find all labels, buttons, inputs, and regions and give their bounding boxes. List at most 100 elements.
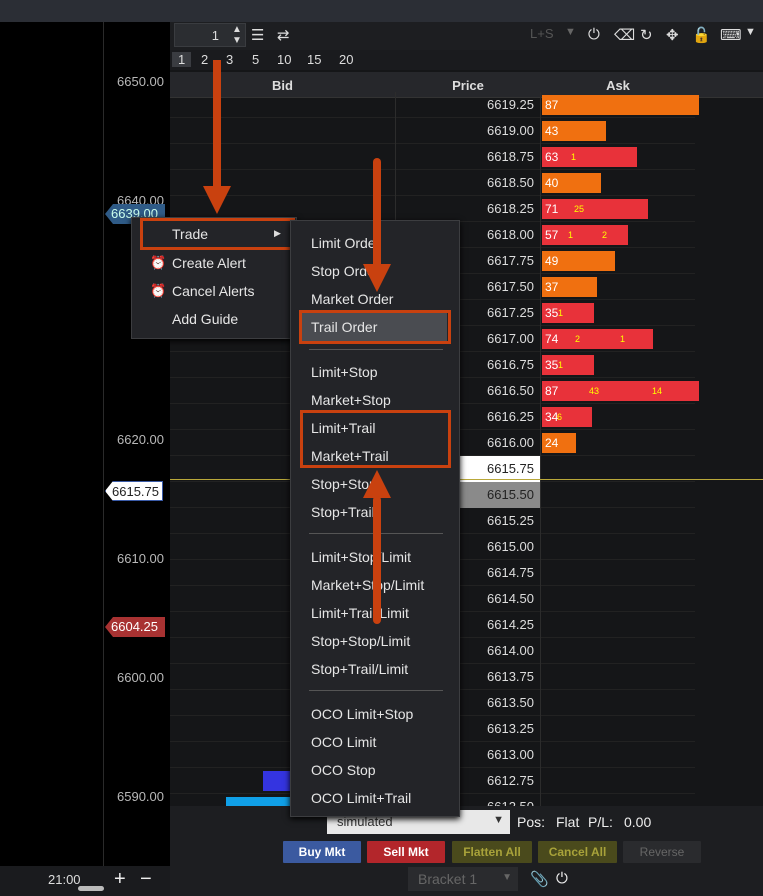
menu-item-stop-stop-limit[interactable]: Stop+Stop/Limit	[311, 633, 411, 649]
account-mode-label[interactable]: L+S	[530, 26, 554, 41]
menu-item-trade[interactable]: Trade	[172, 226, 209, 242]
ladder-row[interactable]: 6619.00 43	[170, 118, 695, 144]
menu-item-stop-trail[interactable]: Stop+Trail	[311, 504, 375, 520]
ladder-header: Bid Price Ask	[170, 72, 763, 98]
power-icon[interactable]: ⏻	[588, 26, 600, 43]
menu-item-stop-stop[interactable]: Stop+Stop	[311, 476, 377, 492]
quantity-input[interactable]: 1	[174, 23, 246, 47]
menu-item-market-stop[interactable]: Market+Stop	[311, 392, 391, 408]
price-cell[interactable]: 6618.75	[395, 144, 541, 170]
menu-item-market-stop-limit[interactable]: Market+Stop/Limit	[311, 577, 425, 593]
ask-sub-size: 1	[571, 152, 577, 162]
depth-tab[interactable]: 2	[201, 52, 209, 67]
highlight-trail-combos	[300, 410, 451, 468]
ladder-row[interactable]: 6618.50 40	[170, 170, 695, 196]
depth-tab[interactable]: 10	[277, 52, 292, 67]
depth-tab[interactable]: 15	[307, 52, 322, 67]
menu-item-add-guide[interactable]: Add Guide	[172, 311, 239, 327]
annotation-arrow	[213, 60, 221, 190]
scroll-handle[interactable]	[78, 886, 104, 891]
center-icon[interactable]: ✥	[666, 27, 679, 44]
ask-size-label: 35	[545, 306, 559, 320]
lock-icon[interactable]: 🔓	[692, 27, 711, 44]
menu-item-limit-trail[interactable]: Limit+Trail	[311, 420, 376, 436]
menu-item-limit-order[interactable]: Limit Order	[311, 235, 381, 251]
menu-item-limit-trail-limit[interactable]: Limit+Trail/Limit	[311, 605, 409, 621]
menu-item-stop-trail-limit[interactable]: Stop+Trail/Limit	[311, 661, 409, 677]
ask-size-bar[interactable]: 49	[542, 251, 615, 271]
current-price-tag: 6615.75	[105, 481, 163, 501]
axis-label: 6590.00	[117, 789, 164, 804]
ask-header: Ask	[606, 78, 630, 93]
sell-market-button[interactable]: Sell Mkt	[367, 841, 445, 863]
ladder-row[interactable]: 6618.75 63 1	[170, 144, 695, 170]
price-cell[interactable]: 6618.50	[395, 170, 541, 196]
ask-size-bar[interactable]: 40	[542, 173, 601, 193]
power-icon[interactable]: ⏻	[556, 870, 568, 887]
ladder-row[interactable]: 6619.25 87	[170, 92, 699, 118]
ask-size-label: 34	[545, 410, 559, 424]
ask-size-bar[interactable]: 37	[542, 277, 597, 297]
zoom-in-icon[interactable]: +	[114, 868, 126, 890]
cancel-all-button[interactable]: Cancel All	[538, 841, 617, 863]
menu-item-trail-order[interactable]: Trail Order	[311, 319, 378, 335]
menu-item-oco-limit[interactable]: OCO Limit	[311, 734, 377, 750]
price-cell[interactable]: 6619.25	[395, 92, 541, 118]
reverse-button[interactable]: Reverse	[623, 841, 701, 863]
ask-sub-size: 1	[568, 230, 574, 240]
menu-item-create-alert[interactable]: Create Alert	[172, 255, 246, 271]
chevron-right-icon: ▶	[274, 228, 281, 238]
chevron-down-icon: ▼	[502, 872, 512, 883]
depth-selector	[170, 50, 763, 70]
bracket-select[interactable]: Bracket 1 ▼	[408, 867, 518, 891]
refresh-icon[interactable]: ↻	[640, 27, 653, 44]
ask-size-bar[interactable]: 57 1 2	[542, 225, 628, 245]
ask-size-bar[interactable]: 43	[542, 121, 606, 141]
menu-item-oco-limit-trail[interactable]: OCO Limit+Trail	[311, 790, 412, 806]
ask-sub-size: 2	[602, 230, 608, 240]
quantity-stepper-icon[interactable]: ▲ ▼	[232, 24, 242, 46]
keyboard-icon[interactable]: ⌨	[720, 27, 742, 44]
depth-tab[interactable]: 5	[252, 52, 260, 67]
highlight-trade	[140, 218, 295, 250]
ask-size-bar[interactable]: 24	[542, 433, 576, 453]
ask-size-bar[interactable]: 87 43 14	[542, 381, 699, 401]
menu-item-stop-order[interactable]: Stop Order	[311, 263, 380, 279]
order-price-tag: 6604.25	[105, 617, 165, 637]
swap-icon[interactable]: ⇄	[277, 27, 290, 44]
menu-item-cancel-alerts[interactable]: Cancel Alerts	[172, 283, 255, 299]
menu-item-limit-stop-limit[interactable]: Limit+Stop/Limit	[311, 549, 411, 565]
depth-tab[interactable]: 20	[339, 52, 354, 67]
chevron-down-icon[interactable]: ▼	[565, 26, 576, 38]
menu-item-market-order[interactable]: Market Order	[311, 291, 394, 307]
attach-icon[interactable]: 📎	[530, 871, 549, 888]
depth-tab[interactable]: 1	[172, 52, 192, 67]
chevron-down-icon[interactable]: ▼	[745, 26, 756, 38]
zoom-out-icon[interactable]: −	[140, 868, 152, 890]
ask-size-bar[interactable]: 87	[542, 95, 699, 115]
ask-size-bar[interactable]: 35 1	[542, 303, 594, 323]
chevron-down-icon: ▼	[493, 814, 504, 826]
context-menu: Trade ▶ ⏰ Create Alert ⏰ Cancel Alerts A…	[131, 217, 297, 339]
menu-item-oco-stop[interactable]: OCO Stop	[311, 762, 376, 778]
ask-sub-size: 25	[574, 204, 585, 214]
ask-size-bar[interactable]: 71 25	[542, 199, 648, 219]
price-cell[interactable]: 6619.00	[395, 118, 541, 144]
position-value: Flat	[556, 814, 580, 830]
ask-size-bar[interactable]: 63 1	[542, 147, 637, 167]
axis-label: 6620.00	[117, 432, 164, 447]
menu-item-market-trail[interactable]: Market+Trail	[311, 448, 389, 464]
time-label: 21:00	[48, 872, 81, 887]
ask-size-bar[interactable]: 35 1	[542, 355, 594, 375]
eraser-icon[interactable]: ⌫	[614, 27, 636, 44]
flatten-all-button[interactable]: Flatten All	[452, 841, 532, 863]
menu-item-oco-limit-stop[interactable]: OCO Limit+Stop	[311, 706, 414, 722]
list-icon[interactable]: ☰	[251, 27, 265, 44]
ask-size-bar[interactable]: 74 2 1	[542, 329, 653, 349]
chart-area[interactable]	[0, 22, 104, 867]
ask-size-bar[interactable]: 34 6	[542, 407, 592, 427]
depth-tab[interactable]: 3	[226, 52, 234, 67]
price-cell[interactable]: 6618.25	[395, 196, 541, 222]
buy-market-button[interactable]: Buy Mkt	[283, 841, 361, 863]
menu-item-limit-stop[interactable]: Limit+Stop	[311, 364, 378, 380]
